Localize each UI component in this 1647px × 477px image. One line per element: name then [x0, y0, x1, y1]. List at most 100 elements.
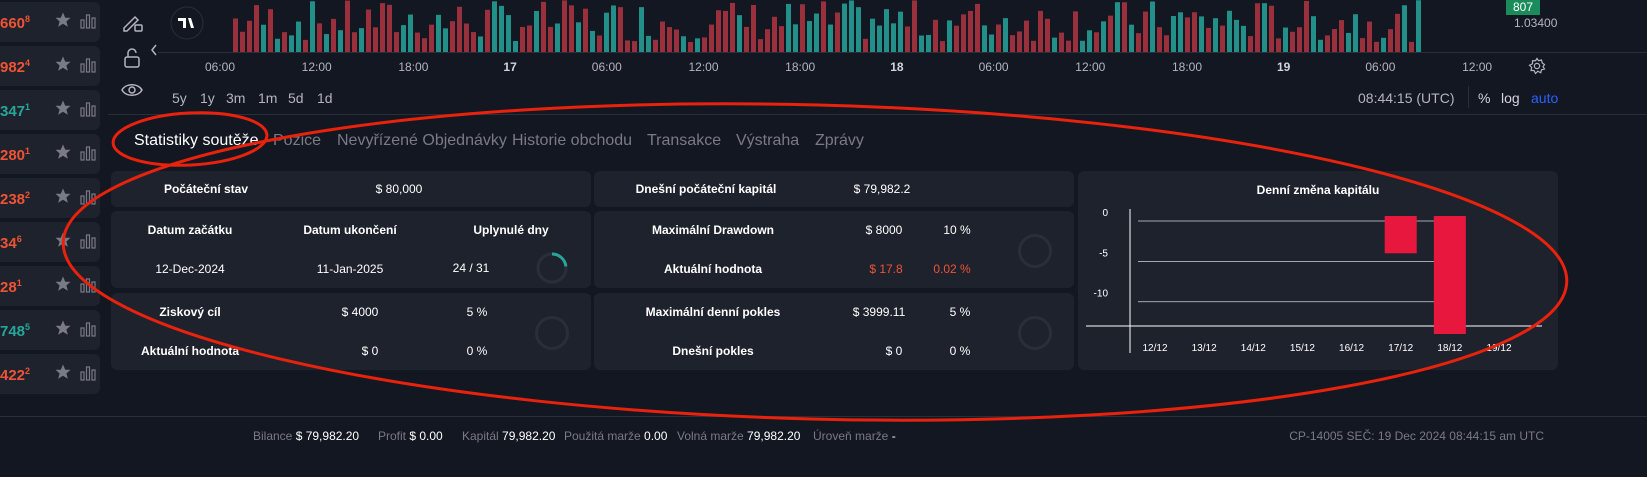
free-margin-label: Volná marže [677, 429, 744, 443]
candle [1409, 41, 1414, 52]
capital-label: Kapitál [462, 429, 499, 443]
x-tick-label: 13/12 [1192, 343, 1217, 354]
candle [1374, 41, 1379, 52]
chart-bars-icon[interactable] [80, 13, 96, 29]
drawdown-current-value: $ 17.8 [869, 262, 903, 276]
candle [1353, 14, 1358, 52]
candle [1206, 27, 1211, 52]
watchlist-row[interactable]: 2382 [0, 178, 100, 218]
tab-transactions[interactable]: Transakce [647, 132, 722, 149]
auto-scale-button[interactable]: auto [1531, 90, 1559, 106]
star-icon[interactable] [54, 319, 72, 337]
star-icon[interactable] [54, 231, 72, 249]
candle [905, 26, 910, 52]
candle [737, 15, 742, 52]
candle [1129, 24, 1134, 52]
candle [436, 14, 441, 52]
eye-icon[interactable] [120, 78, 144, 102]
star-icon[interactable] [54, 275, 72, 293]
tab-pending-orders[interactable]: Nevyřízené Objednávky [337, 132, 507, 149]
candle [492, 1, 497, 52]
tab-alerts[interactable]: Výstraha [736, 132, 800, 149]
collapse-chevron-icon[interactable] [150, 44, 158, 56]
candle [429, 24, 434, 52]
candle [478, 36, 483, 52]
candle [625, 40, 630, 52]
percent-scale-button[interactable]: % [1478, 90, 1491, 106]
star-icon[interactable] [54, 55, 72, 73]
capital-value: 79,982.20 [502, 429, 556, 443]
candle [569, 5, 574, 52]
star-icon[interactable] [54, 11, 72, 29]
drawdown-progress-ring [1018, 234, 1052, 268]
range-button-5d[interactable]: 5d [288, 90, 304, 106]
start-state-value: $ 80,000 [375, 182, 423, 196]
watchlist-price: 2382 [0, 190, 31, 208]
watchlist-row[interactable]: 9824 [0, 46, 100, 86]
daily-loss-panel: Maximální denní pokles $ 3999.11 5 % Dne… [594, 293, 1074, 370]
star-icon[interactable] [54, 99, 72, 117]
tab-positions[interactable]: Pozice [273, 132, 322, 149]
candle [1052, 37, 1057, 52]
candle [674, 29, 679, 52]
candle [464, 23, 469, 52]
candle [506, 15, 511, 52]
tab-competition-stats[interactable]: Statistiky soutěže [134, 132, 259, 149]
range-button-1y[interactable]: 1y [200, 90, 215, 106]
range-button-1d[interactable]: 1d [317, 90, 333, 106]
unlock-icon[interactable] [120, 46, 144, 70]
time-axis[interactable]: 06:00 12:00 18:00 17 06:00 12:00 18:00 18 06:00 1… [158, 52, 1647, 81]
chart-bars-icon[interactable] [80, 145, 96, 161]
candle [1269, 5, 1274, 52]
range-button-5y[interactable]: 5y [172, 90, 187, 106]
watchlist-row[interactable]: 7485 [0, 310, 100, 350]
chart-bars-icon[interactable] [80, 189, 96, 205]
candle [954, 25, 959, 52]
chart-bars-icon[interactable] [80, 321, 96, 337]
candle [422, 38, 427, 52]
price-chart[interactable] [158, 0, 1647, 52]
candle [366, 9, 371, 52]
watchlist-row[interactable]: 281 [0, 266, 100, 306]
chart-bars-icon[interactable] [80, 365, 96, 381]
candle [1115, 2, 1120, 52]
chart-bars-icon[interactable] [80, 277, 96, 293]
log-scale-button[interactable]: log [1501, 90, 1520, 106]
time-axis-label: 18:00 [1171, 60, 1203, 74]
pencil-lock-icon[interactable] [120, 10, 144, 34]
chart-bars-icon[interactable] [80, 57, 96, 73]
candle [1185, 17, 1190, 52]
candle [779, 26, 784, 52]
free-margin-value: 79,982.20 [747, 429, 801, 443]
candle [702, 37, 707, 52]
candle [1017, 31, 1022, 52]
time-axis-label: 19 [1277, 60, 1291, 74]
candle [373, 27, 378, 52]
tab-trade-history[interactable]: Historie obchodu [512, 132, 633, 149]
star-icon[interactable] [54, 143, 72, 161]
watchlist-price: 7485 [0, 322, 31, 340]
watchlist-row[interactable]: 4222 [0, 354, 100, 394]
bar-18/12 [1433, 216, 1466, 334]
watchlist-row[interactable]: 3471 [0, 90, 100, 130]
current-value: $ 0 [361, 344, 379, 358]
daily-capital-change-panel: Denní změna kapitálu 0 -5 -10 12/12 13/12 14/… [1078, 171, 1558, 370]
chart-bars-icon[interactable] [80, 233, 96, 249]
range-button-1m[interactable]: 1m [258, 90, 278, 106]
star-icon[interactable] [54, 187, 72, 205]
tab-messages[interactable]: Zprávy [815, 132, 864, 149]
star-icon[interactable] [54, 363, 72, 381]
candle [240, 31, 245, 52]
watchlist-row[interactable]: 2801 [0, 134, 100, 174]
candle [1227, 10, 1232, 52]
watchlist-row[interactable]: 346 [0, 222, 100, 262]
elapsed-progress-ring [536, 252, 568, 284]
candle [1101, 21, 1106, 52]
settings-gear-icon[interactable] [1528, 57, 1546, 75]
candle [247, 20, 252, 52]
range-button-3m[interactable]: 3m [226, 90, 246, 106]
server-info: CP-14005 SEČ: 19 Dec 2024 08:44:15 am UT… [1289, 429, 1544, 443]
chart-bars-icon[interactable] [80, 101, 96, 117]
candle [870, 18, 875, 52]
watchlist-row[interactable]: 6608 [0, 2, 100, 42]
